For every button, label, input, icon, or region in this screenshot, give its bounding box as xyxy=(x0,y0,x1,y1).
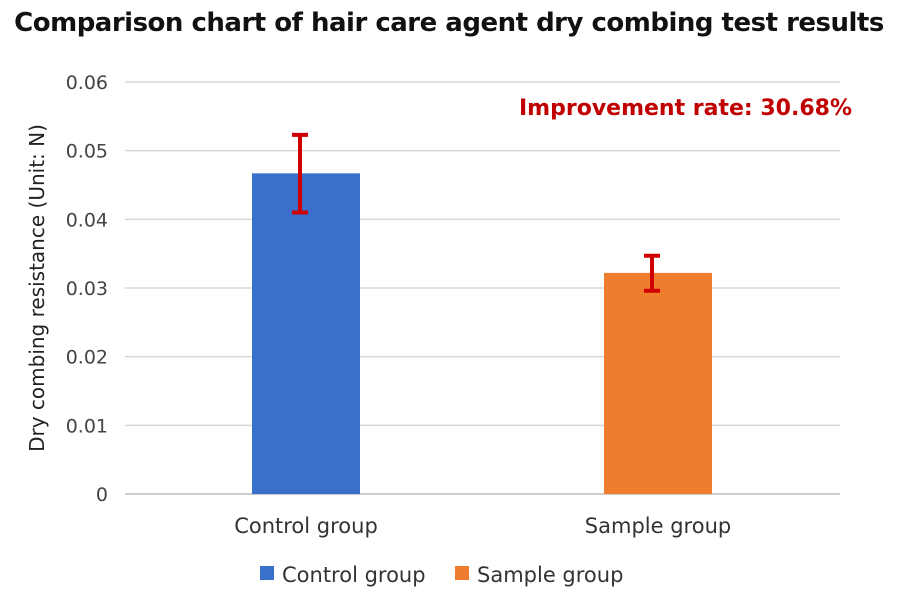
y-tick-label: 0.03 xyxy=(66,278,108,300)
x-tick-label: Control group xyxy=(234,514,378,538)
y-tick-label: 0 xyxy=(96,484,108,506)
legend-label: Control group xyxy=(282,563,426,587)
improvement-annotation: Improvement rate: 30.68% xyxy=(519,96,852,121)
y-tick-label: 0.01 xyxy=(66,415,108,437)
bar-control-group xyxy=(252,173,360,494)
y-tick-label: 0.04 xyxy=(66,209,108,231)
legend-swatch xyxy=(455,566,469,580)
y-axis-label: Dry combing resistance (Unit: N) xyxy=(25,124,49,452)
x-tick-label: Sample group xyxy=(585,514,731,538)
legend-swatch xyxy=(260,566,274,580)
y-tick-label: 0.02 xyxy=(66,347,108,369)
chart-title: Comparison chart of hair care agent dry … xyxy=(14,8,884,38)
y-tick-label: 0.05 xyxy=(66,141,108,163)
bar-sample-group xyxy=(604,272,712,494)
y-tick-label: 0.06 xyxy=(66,72,108,94)
legend-label: Sample group xyxy=(477,563,623,587)
